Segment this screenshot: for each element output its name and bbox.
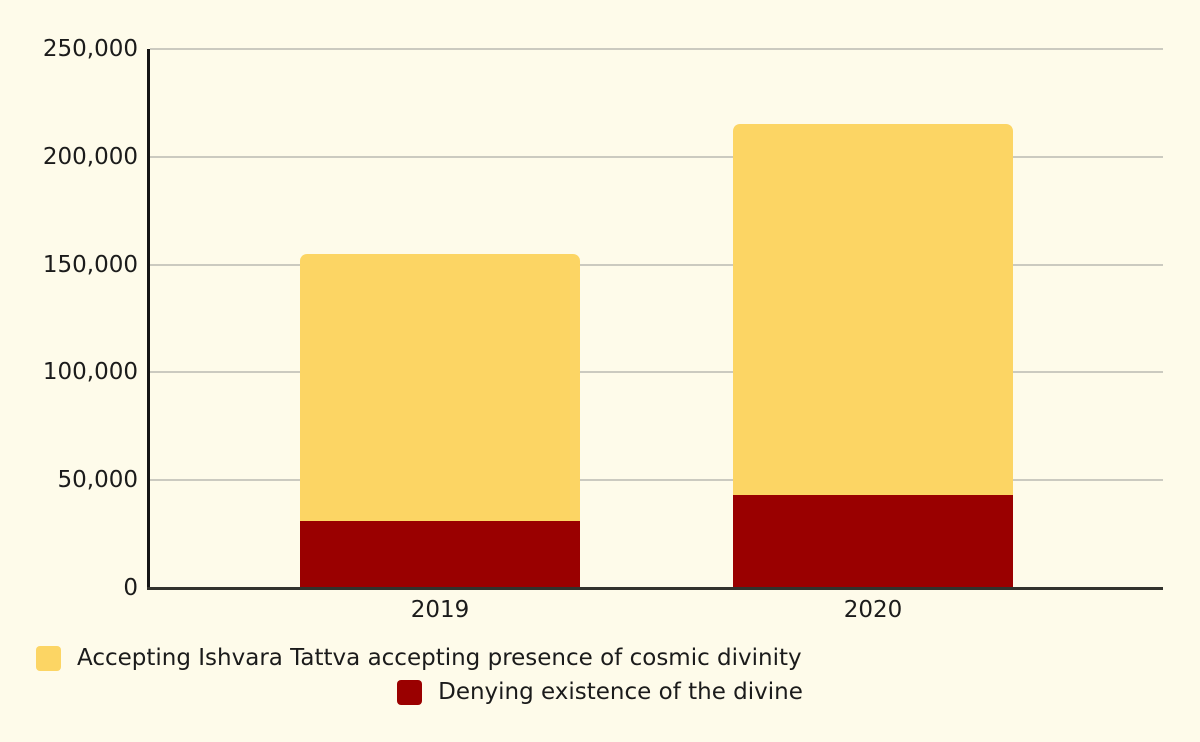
y-tick-label: 100,000 <box>42 359 138 386</box>
gridline <box>150 263 1163 266</box>
legend-item-accepting: Accepting Ishvara Tattva accepting prese… <box>0 644 1200 672</box>
bar-segment-2019-bottom[interactable] <box>300 521 580 588</box>
bar-segment-2019-top[interactable] <box>300 253 580 522</box>
bar-segment-2020-top[interactable] <box>733 124 1013 496</box>
legend: Accepting Ishvara Tattva accepting prese… <box>0 644 1200 706</box>
legend-swatch-denying-icon <box>397 679 423 705</box>
gridline <box>150 479 1163 482</box>
legend-label-denying: Denying existence of the divine <box>438 679 803 705</box>
legend-item-denying: Denying existence of the divine <box>0 678 1200 706</box>
gridline <box>150 371 1163 374</box>
bar-segment-2020-bottom[interactable] <box>733 495 1013 588</box>
x-category-label: 2020 <box>843 597 903 623</box>
gridline <box>150 48 1163 50</box>
x-category-label: 2019 <box>410 597 470 623</box>
legend-swatch-accepting-icon <box>36 645 61 671</box>
legend-label-accepting: Accepting Ishvara Tattva accepting prese… <box>77 645 802 671</box>
y-tick-label: 0 <box>123 575 138 601</box>
y-axis-line <box>147 49 150 590</box>
y-tick-label: 250,000 <box>42 36 138 62</box>
y-tick-label: 50,000 <box>57 467 138 494</box>
y-tick-label: 150,000 <box>42 251 138 278</box>
gridline <box>150 155 1163 158</box>
y-tick-label: 200,000 <box>42 143 138 170</box>
x-axis-line <box>147 587 1163 590</box>
